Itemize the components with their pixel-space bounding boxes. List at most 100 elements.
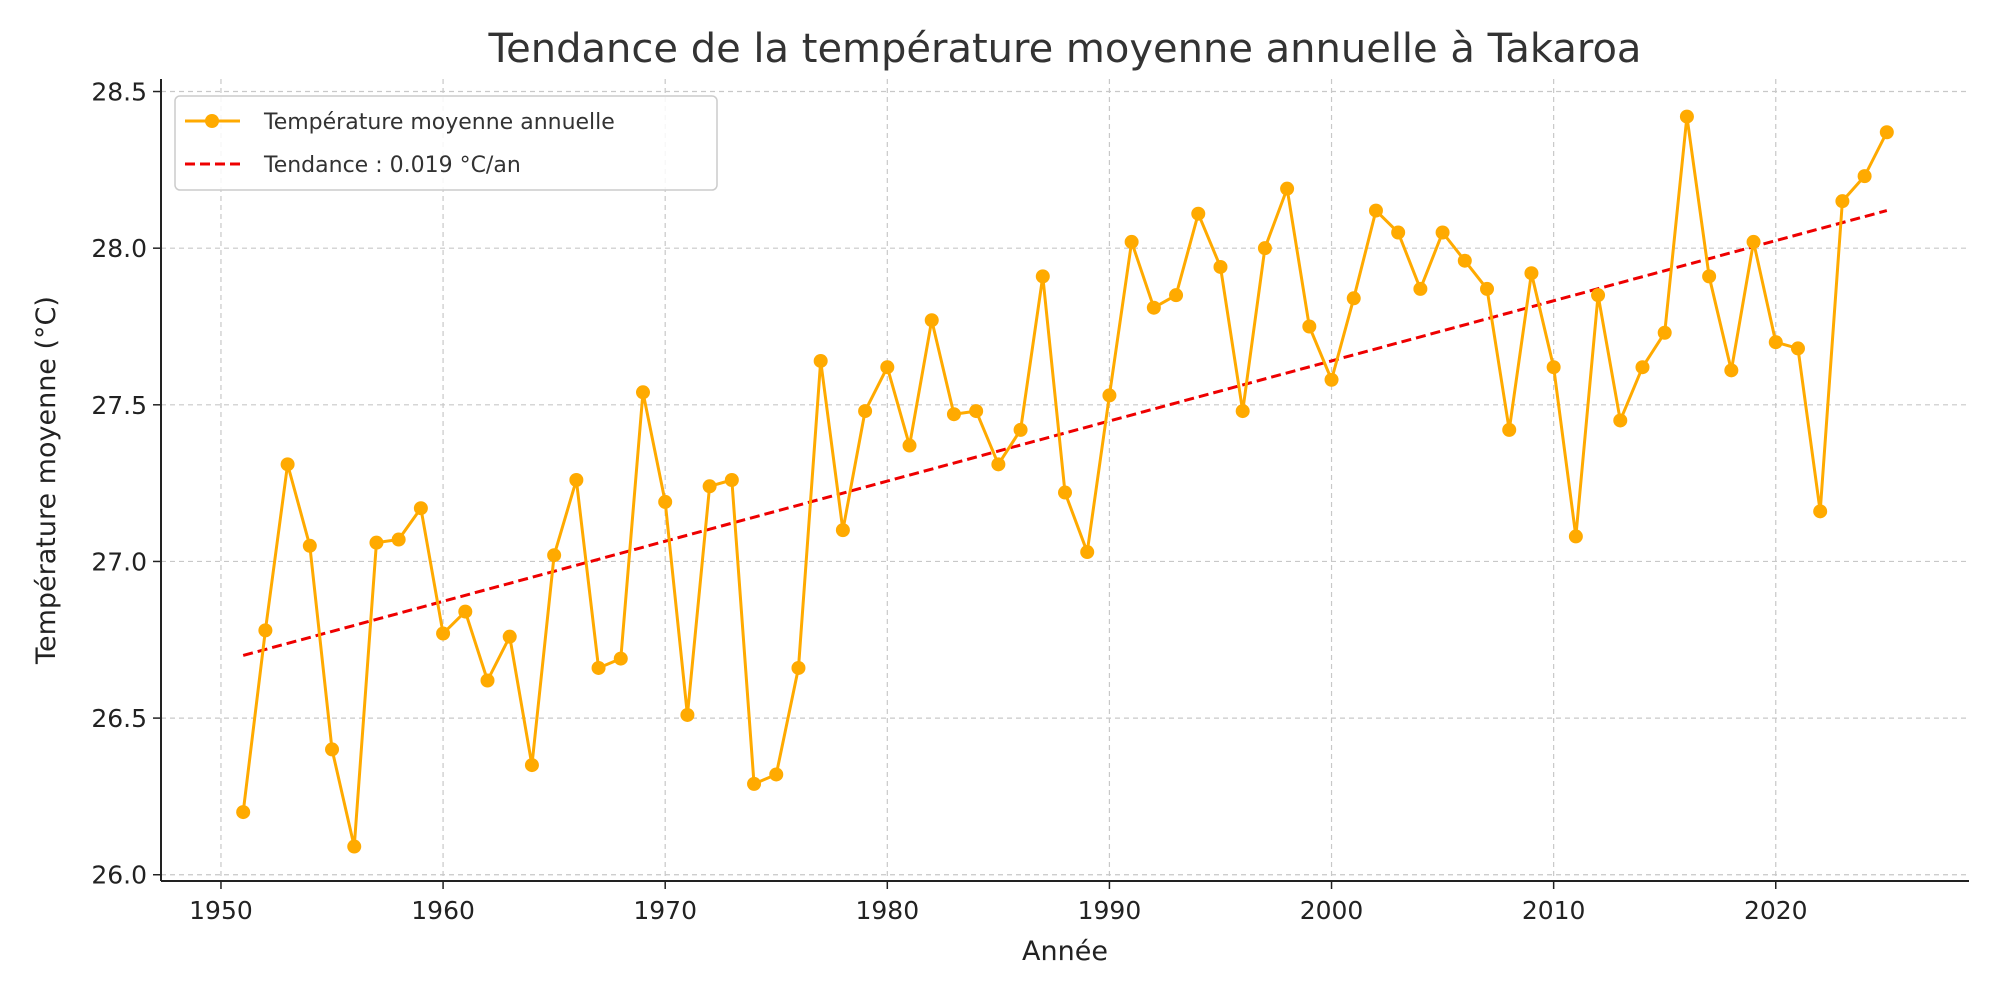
data-point — [1502, 422, 1517, 437]
data-point — [769, 767, 784, 782]
data-point — [1102, 388, 1117, 403]
data-point — [991, 457, 1006, 472]
data-point — [391, 532, 406, 547]
data-point — [1235, 404, 1250, 419]
data-point — [1835, 194, 1850, 209]
y-tick-label: 26.0 — [91, 861, 147, 890]
data-point — [1124, 234, 1139, 249]
data-point — [347, 839, 362, 854]
y-ticks: 26.0 26.5 27.0 27.5 28.0 28.5 — [91, 78, 161, 890]
data-point — [902, 438, 917, 453]
x-tick-label: 2020 — [1744, 896, 1808, 925]
data-point — [524, 758, 539, 773]
data-point — [1346, 291, 1361, 306]
legend-marker-temperature — [205, 114, 219, 128]
trend-series — [242, 209, 1888, 657]
data-point — [813, 353, 828, 368]
data-point — [1857, 169, 1872, 184]
y-tick-label: 26.5 — [91, 704, 147, 733]
data-point — [724, 473, 739, 487]
data-point — [369, 535, 384, 550]
chart-title: Tendance de la température moyenne annue… — [488, 26, 1642, 72]
legend: Température moyenne annuelle Tendance : … — [174, 95, 718, 191]
data-point — [258, 623, 273, 638]
data-point — [1790, 341, 1805, 356]
data-point — [1724, 363, 1739, 378]
data-point — [1813, 504, 1828, 519]
temperature-series — [236, 109, 1894, 854]
data-point — [1679, 109, 1694, 124]
data-point — [1524, 266, 1539, 281]
data-point — [302, 538, 317, 553]
data-point — [1702, 269, 1717, 284]
data-point — [1324, 372, 1339, 387]
data-point — [835, 523, 850, 538]
data-point — [325, 742, 340, 757]
data-point — [569, 473, 584, 487]
data-point — [880, 360, 895, 375]
x-tick-label: 1990 — [1078, 896, 1142, 925]
data-point — [747, 776, 762, 791]
data-point — [502, 629, 517, 644]
data-point — [1546, 360, 1561, 375]
data-point — [1591, 288, 1606, 303]
data-point — [1035, 269, 1050, 284]
data-point — [236, 805, 251, 820]
data-point — [1169, 288, 1184, 303]
x-axis-label: Année — [1022, 936, 1108, 967]
y-tick-label: 28.0 — [91, 234, 147, 263]
data-point — [591, 660, 606, 675]
data-point — [946, 407, 961, 422]
data-point — [702, 479, 717, 494]
trend-line — [242, 209, 1888, 657]
data-point — [1191, 206, 1206, 221]
data-point — [969, 404, 984, 419]
data-point — [280, 457, 295, 472]
data-point — [1746, 234, 1761, 249]
legend-box — [174, 95, 718, 191]
data-point — [480, 673, 495, 688]
x-tick-label: 1960 — [411, 896, 475, 925]
data-point — [680, 707, 695, 722]
x-ticks: 1950 1960 1970 1980 1990 2000 2010 2020 — [189, 881, 1808, 925]
x-tick-label: 1980 — [855, 896, 919, 925]
data-point — [1280, 181, 1295, 196]
y-tick-label: 28.5 — [91, 78, 147, 107]
data-point — [1080, 545, 1095, 560]
data-point — [858, 404, 873, 419]
temperature-line — [241, 115, 1889, 849]
y-axis-label: Température moyenne (°C) — [31, 296, 62, 665]
data-point — [1879, 125, 1894, 140]
data-point — [635, 385, 650, 400]
data-point — [1146, 300, 1161, 315]
data-point — [1457, 253, 1472, 268]
legend-label-trend: Tendance : 0.019 °C/an — [263, 153, 521, 178]
data-point — [1213, 259, 1228, 274]
data-point — [791, 660, 806, 675]
data-point — [658, 494, 673, 509]
y-tick-label: 27.5 — [91, 391, 147, 420]
x-tick-label: 2010 — [1522, 896, 1586, 925]
data-point — [1635, 360, 1650, 375]
data-point — [547, 548, 562, 563]
legend-label-temperature: Température moyenne annuelle — [263, 110, 615, 135]
data-point — [1480, 281, 1495, 296]
x-tick-label: 1970 — [633, 896, 697, 925]
data-point — [1257, 241, 1272, 256]
x-tick-label: 2000 — [1300, 896, 1364, 925]
data-point — [613, 651, 628, 666]
data-point — [924, 313, 939, 328]
data-point — [1058, 485, 1072, 500]
data-point — [458, 604, 473, 619]
data-point — [1368, 203, 1383, 218]
data-point — [1435, 225, 1450, 240]
data-point — [413, 501, 428, 516]
data-point — [1657, 325, 1672, 340]
data-point — [1568, 529, 1583, 544]
data-point — [1413, 281, 1428, 296]
data-point — [1302, 319, 1317, 334]
data-point — [1013, 422, 1028, 437]
data-point — [1391, 225, 1406, 240]
data-point — [436, 626, 451, 641]
